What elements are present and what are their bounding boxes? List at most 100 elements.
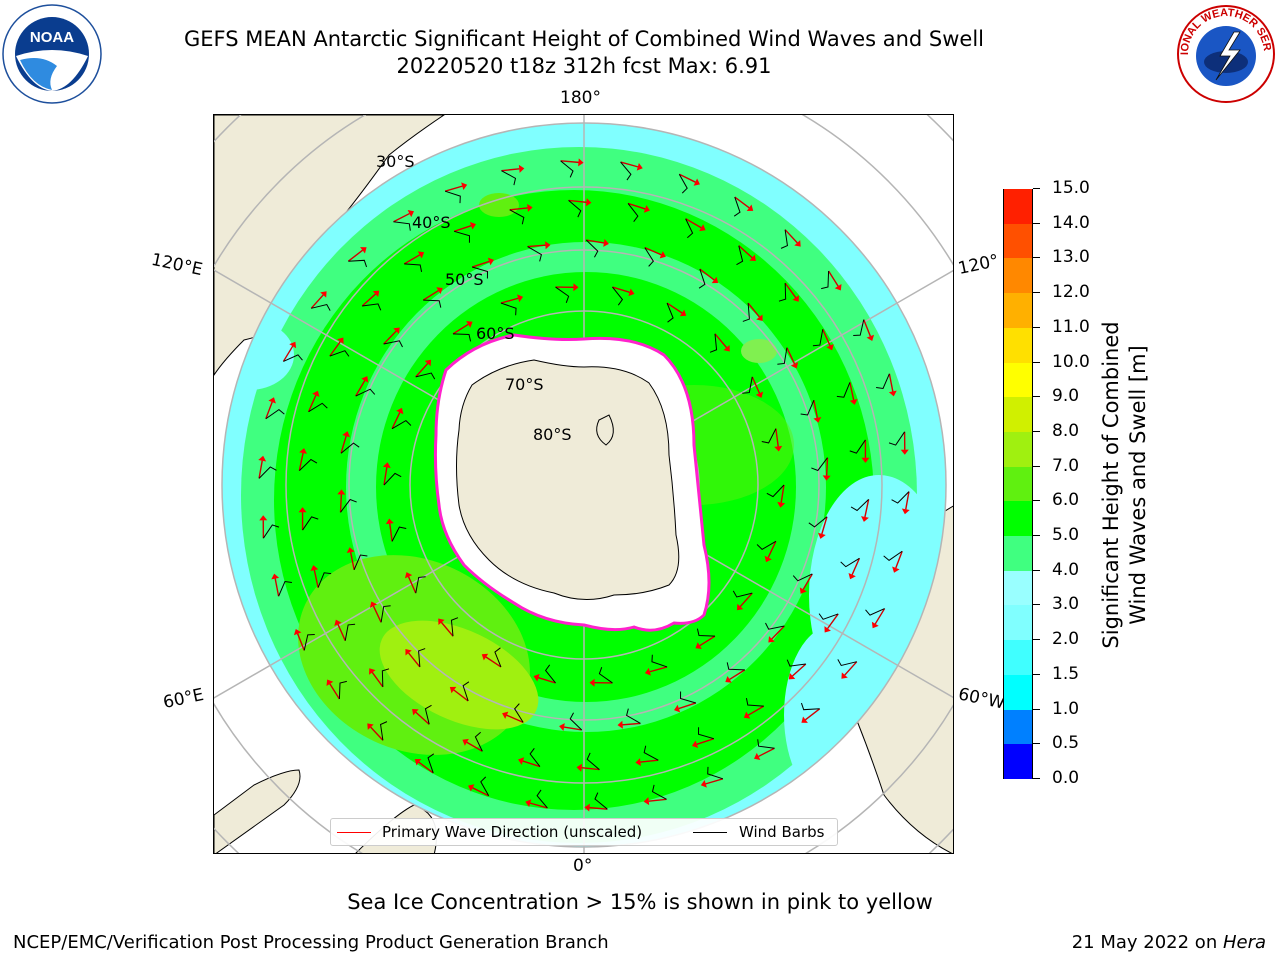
colorbar-tick-label: 1.0 xyxy=(1052,698,1080,719)
antarctica xyxy=(433,333,711,632)
wave-arrow xyxy=(415,362,429,378)
wind-barb xyxy=(501,170,517,186)
wave-arrow xyxy=(771,625,785,640)
wind-barb xyxy=(529,748,541,767)
colorbar-segment xyxy=(1004,223,1032,259)
wave-arrowhead xyxy=(799,587,807,594)
wind-barbs xyxy=(258,160,910,810)
wind-barb xyxy=(679,691,697,704)
wave-arrowhead xyxy=(576,763,583,772)
wave-arrow xyxy=(349,551,355,570)
wave-arrowhead xyxy=(502,711,509,719)
wave-arrowhead xyxy=(289,341,297,349)
wave-arrowhead xyxy=(643,205,650,213)
wind-barb xyxy=(383,340,403,348)
wave-arrowhead xyxy=(841,672,848,679)
wave-arrow xyxy=(863,319,872,337)
wind-barb xyxy=(678,174,688,194)
wave-arrow xyxy=(747,302,760,318)
wave-arrow xyxy=(337,623,346,641)
wind-barb xyxy=(786,659,806,667)
wave-arrow xyxy=(522,760,541,768)
wave-arrow xyxy=(529,802,548,809)
wind-barb xyxy=(666,302,674,323)
colorbar-tick xyxy=(1033,430,1040,432)
wind-barb xyxy=(865,608,885,616)
wave-arrowhead xyxy=(861,516,869,522)
wave-arrowhead xyxy=(746,204,754,211)
colorbar-tick xyxy=(1033,535,1040,537)
wind-barb xyxy=(380,605,391,623)
nws-logo: NATIONAL WEATHER SERVICE xyxy=(1176,4,1275,103)
wave-arrow xyxy=(780,484,785,503)
wave-arrowhead xyxy=(777,502,786,508)
wind-barb xyxy=(454,230,471,243)
wave-arrowhead xyxy=(691,740,699,749)
wind-barb xyxy=(627,203,639,222)
wind-barb xyxy=(262,524,280,539)
wind-barb xyxy=(732,590,753,598)
colorbar-tick-label: 14.0 xyxy=(1052,212,1090,233)
wave-arrowhead xyxy=(258,455,267,462)
wave-arrowhead xyxy=(481,653,489,661)
lat-label-30s: 30°S xyxy=(376,152,415,171)
wind-barb xyxy=(766,484,785,498)
wind-barb xyxy=(643,745,659,761)
wave-arrow xyxy=(828,270,839,287)
wind-barb xyxy=(404,263,423,272)
wave-arrow xyxy=(747,705,765,716)
wave-arrowhead xyxy=(533,673,540,682)
colorbar-tick-label: 3.0 xyxy=(1052,594,1080,615)
wave-arrowhead xyxy=(824,626,831,633)
wave-arrowhead xyxy=(334,619,342,626)
wave-arrowhead xyxy=(866,334,875,341)
wave-arrowhead xyxy=(723,344,730,352)
footer-host: Hera xyxy=(1222,932,1266,953)
wind-barb xyxy=(780,229,788,249)
colorbar-tick xyxy=(1033,326,1040,328)
wind-barb xyxy=(821,270,830,290)
wave-arrow xyxy=(393,212,410,223)
colorbar-tick xyxy=(1033,465,1040,467)
wave-arrow xyxy=(485,656,502,668)
wave-arrow xyxy=(383,330,397,345)
lat-label-40s: 40°S xyxy=(412,213,451,232)
wind-barb xyxy=(340,498,357,513)
wind-barb xyxy=(283,354,303,362)
wave-arrow xyxy=(827,613,839,629)
colorbar-tick xyxy=(1033,257,1040,259)
wave-arrow xyxy=(648,798,667,802)
colorbar-title-line2: Wind Waves and Swell [m] xyxy=(1126,345,1150,625)
wind-barb xyxy=(424,704,432,725)
wind-barb xyxy=(536,789,548,809)
wind-barb xyxy=(840,557,860,568)
wind-barb xyxy=(450,617,459,637)
wind-barb xyxy=(471,266,489,279)
wave-arrowhead xyxy=(525,799,532,808)
wave-arrow xyxy=(440,621,454,637)
colorbar-tick xyxy=(1033,222,1040,224)
wind-barb xyxy=(500,302,517,316)
lat-label-50s: 50°S xyxy=(445,270,484,289)
wind-barb xyxy=(344,623,356,641)
wave-arrowhead xyxy=(888,390,897,397)
wind-barb xyxy=(685,218,694,239)
wave-arrow xyxy=(586,239,605,244)
wind-barb xyxy=(555,286,570,304)
wind-barb xyxy=(651,784,667,800)
wave-arrowhead xyxy=(584,803,590,812)
footer-date-text: 21 May 2022 on xyxy=(1071,932,1223,953)
wave-arrow xyxy=(874,608,886,625)
wave-arrowhead xyxy=(299,448,307,454)
wave-arrow xyxy=(422,289,439,301)
colorbar-segment xyxy=(1004,535,1032,571)
wave-arrowhead xyxy=(393,327,400,334)
wind-barb xyxy=(514,703,524,723)
lat-label-60s: 60°S xyxy=(476,324,515,343)
wave-arrowhead xyxy=(794,240,801,247)
wind-barb xyxy=(569,712,583,731)
wave-arrowhead xyxy=(674,704,681,713)
wave-arrowhead xyxy=(320,291,327,298)
colorbar-segment xyxy=(1004,639,1032,675)
wave-arrowhead xyxy=(813,416,822,423)
